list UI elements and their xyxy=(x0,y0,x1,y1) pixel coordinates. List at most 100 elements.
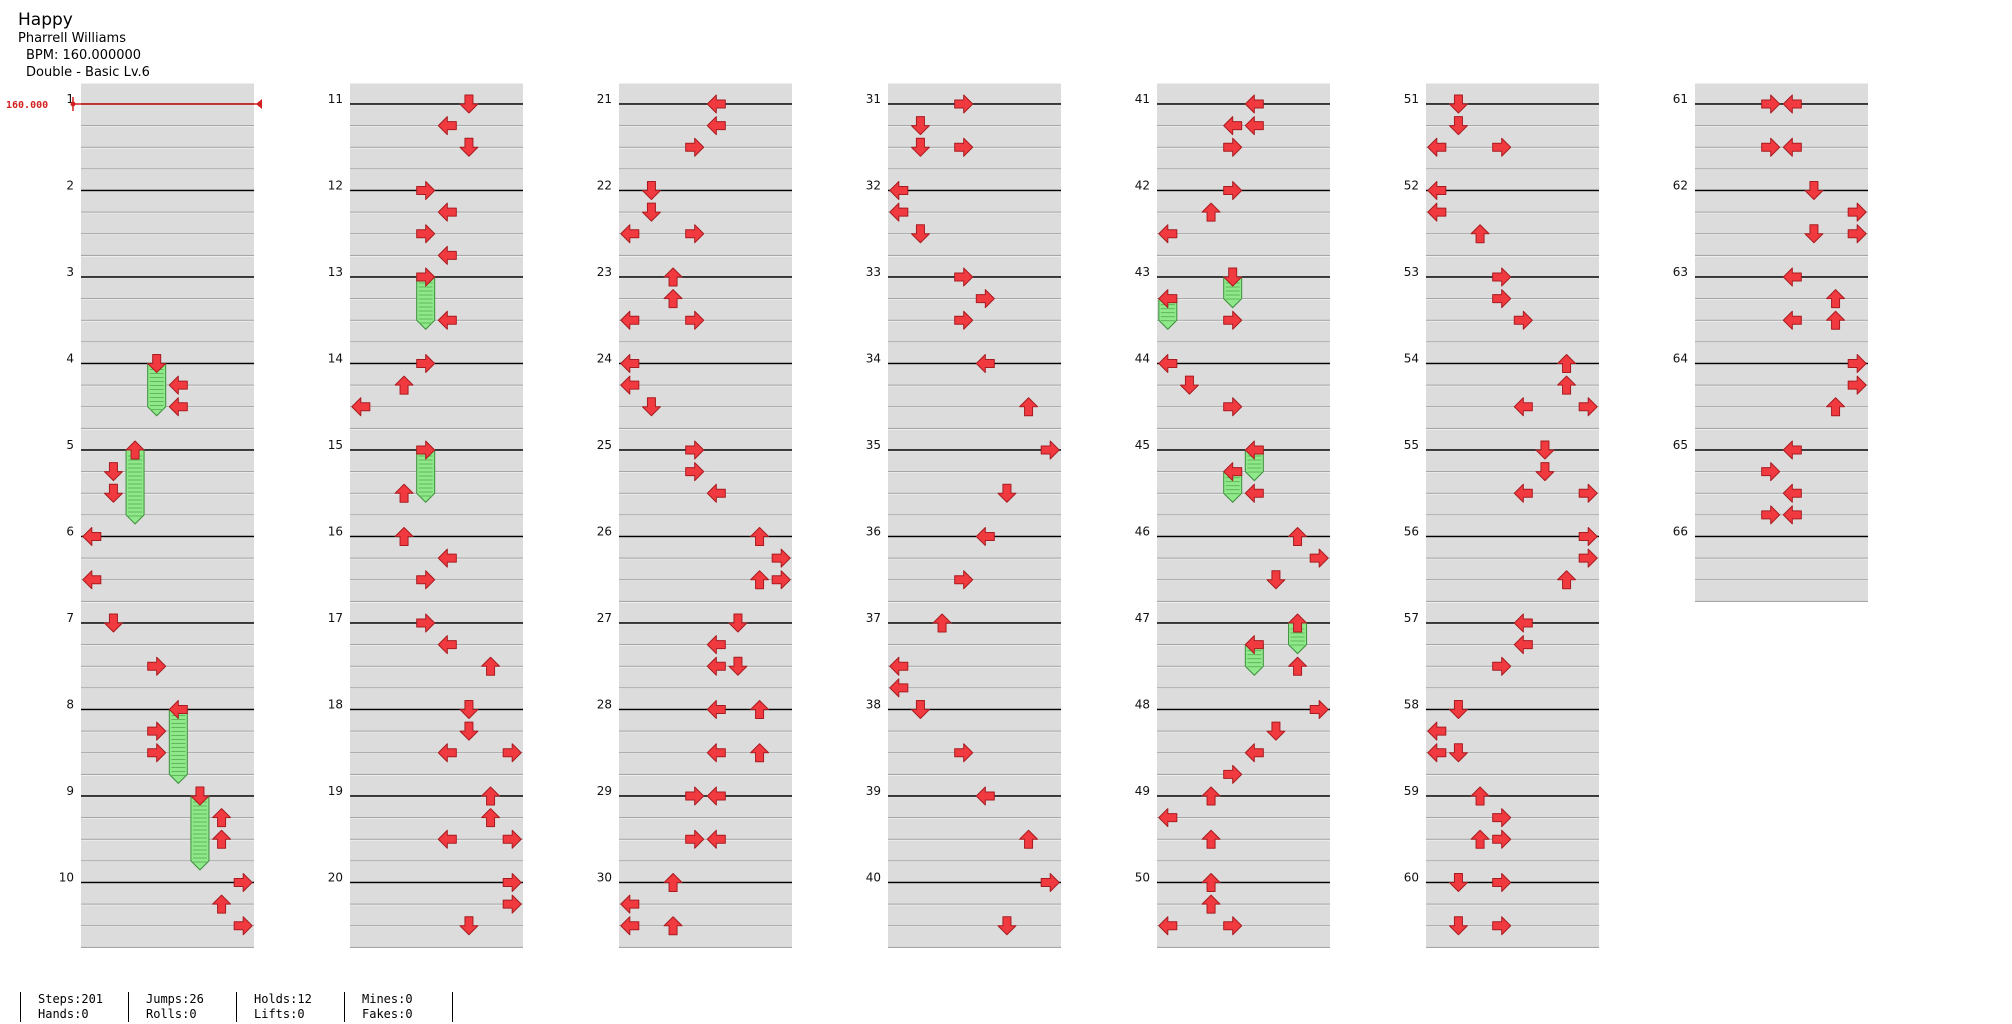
measure-number: 60 xyxy=(1404,871,1419,885)
arrow-right-icon xyxy=(1492,267,1512,287)
beat-band xyxy=(81,170,254,190)
arrow-down-icon xyxy=(1448,700,1468,719)
beat-band xyxy=(888,429,1061,450)
beat-band xyxy=(888,797,1061,818)
beat-band xyxy=(1157,797,1330,818)
beat-band xyxy=(1426,451,1599,472)
measure-55: 55 xyxy=(1404,429,1599,516)
arrow-right-icon xyxy=(1847,224,1867,244)
beat-band xyxy=(1157,170,1330,190)
arrow-up-icon xyxy=(663,873,683,892)
beat-band xyxy=(1426,753,1599,774)
arrow-right-icon xyxy=(1223,916,1243,936)
arrow-left-icon xyxy=(1244,94,1264,114)
beat-band xyxy=(1695,256,1868,277)
arrow-left-icon xyxy=(620,894,640,914)
beat-band xyxy=(1157,645,1330,666)
beat-band xyxy=(888,602,1061,623)
beat-band xyxy=(1426,905,1599,926)
arrow-down-icon xyxy=(1448,916,1468,936)
beat-band xyxy=(888,256,1061,277)
beat-band xyxy=(81,386,254,407)
beat-band xyxy=(888,494,1061,515)
beat-band xyxy=(1157,624,1330,645)
arrow-left-icon xyxy=(168,700,188,719)
beat-band xyxy=(1157,905,1330,926)
arrow-down-icon xyxy=(459,137,479,157)
beat-band xyxy=(619,645,792,666)
beat-band xyxy=(619,83,792,104)
measure-number: 34 xyxy=(866,352,881,366)
beat-band xyxy=(1695,170,1868,190)
beat-band xyxy=(888,299,1061,320)
arrow-left-icon xyxy=(1244,743,1264,763)
measure-29: 29 xyxy=(597,775,792,862)
beat-band xyxy=(1426,472,1599,493)
measure-52: 52 xyxy=(1404,170,1599,256)
arrow-up-icon xyxy=(1288,656,1308,676)
beat-band xyxy=(888,905,1061,926)
measure-number: 38 xyxy=(866,698,881,712)
song-artist: Pharrell Williams xyxy=(18,31,126,46)
stat-rolls: Rolls:0 xyxy=(146,1007,197,1021)
beat-band xyxy=(350,645,523,666)
beat-band xyxy=(888,213,1061,234)
beat-band xyxy=(1426,689,1599,709)
stat-hands: Hands:0 xyxy=(38,1007,89,1021)
arrow-up-icon xyxy=(750,743,770,763)
arrow-up-icon xyxy=(394,375,414,395)
beat-band xyxy=(350,343,523,363)
measure-12: 12 xyxy=(328,170,523,256)
arrow-right-icon xyxy=(416,181,436,200)
beat-band xyxy=(1695,537,1868,558)
arrow-up-icon xyxy=(212,894,232,914)
beat-band xyxy=(888,170,1061,190)
beat-band xyxy=(350,883,523,904)
arrow-up-icon xyxy=(1288,613,1308,633)
arrow-down-icon xyxy=(190,786,210,806)
beat-band xyxy=(1695,472,1868,493)
beat-band xyxy=(1426,126,1599,147)
beat-band xyxy=(1426,170,1599,190)
measure-38: 38 xyxy=(866,689,1061,775)
measure-number: 16 xyxy=(328,525,343,539)
beat-band xyxy=(350,689,523,709)
arrow-down-icon xyxy=(1535,462,1555,482)
measure-4: 4 xyxy=(66,343,254,429)
measure-number: 47 xyxy=(1135,611,1150,625)
beat-band xyxy=(1157,213,1330,234)
beat-band xyxy=(350,926,523,947)
beat-band xyxy=(1157,840,1330,861)
beat-band xyxy=(619,624,792,645)
arrow-down-icon xyxy=(910,116,930,136)
arrow-right-icon xyxy=(954,94,974,114)
arrow-left-icon xyxy=(1158,224,1178,244)
arrow-right-icon xyxy=(1223,137,1243,157)
arrow-down-icon xyxy=(1448,873,1468,892)
beat-band xyxy=(619,343,792,363)
beat-band xyxy=(81,689,254,709)
beat-band xyxy=(1426,797,1599,818)
measure-26: 26 xyxy=(597,516,792,602)
beat-band xyxy=(350,83,523,104)
stat-jumps: Jumps:26 xyxy=(146,992,204,1006)
beat-band xyxy=(888,472,1061,493)
arrow-down-icon xyxy=(459,721,479,741)
measure-number: 7 xyxy=(66,611,74,625)
beat-band xyxy=(619,321,792,342)
beat-band xyxy=(1426,407,1599,428)
arrow-up-icon xyxy=(1557,354,1577,373)
measure-number: 15 xyxy=(328,438,343,452)
beat-band xyxy=(888,278,1061,299)
arrow-right-icon xyxy=(416,354,436,373)
beat-band xyxy=(1695,191,1868,212)
beat-band xyxy=(81,364,254,385)
measure-31: 31 xyxy=(866,83,1061,170)
beat-band xyxy=(350,170,523,190)
beat-band xyxy=(619,429,792,450)
beat-band xyxy=(350,148,523,169)
beat-band xyxy=(619,494,792,515)
arrow-up-icon xyxy=(1201,894,1221,914)
measure-number: 33 xyxy=(866,265,881,279)
arrow-right-icon xyxy=(685,440,705,460)
